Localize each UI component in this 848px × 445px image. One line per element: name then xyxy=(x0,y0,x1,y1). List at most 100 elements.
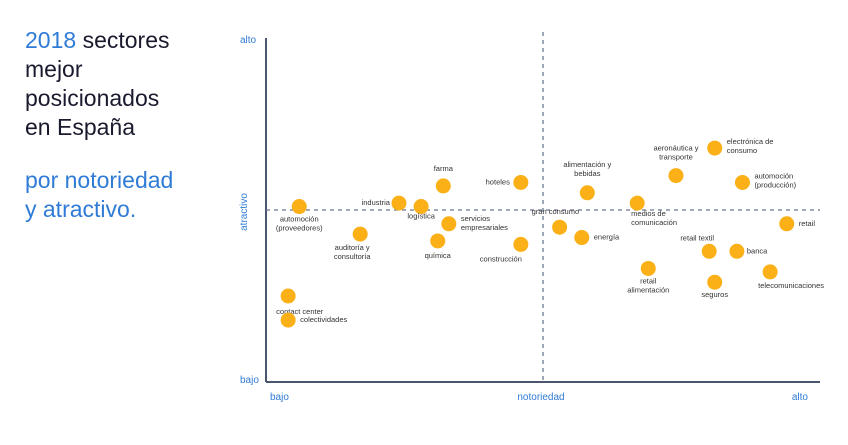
point-label-line: alimentación xyxy=(627,285,669,294)
subtitle-line-2: y atractivo. xyxy=(25,196,137,222)
point-gran-consumo: gran consumo xyxy=(532,207,580,235)
point-auditoria-y-consultoria: auditoría y consultoría xyxy=(334,226,372,261)
title-line-1: 2018 sectores xyxy=(25,26,225,55)
point-label-line: servicios xyxy=(461,214,490,223)
point-label-line: consumo xyxy=(727,146,757,155)
title-line-4: en España xyxy=(25,114,135,140)
point-label-line: transporte xyxy=(659,153,693,162)
point-retail-textil: retail textil xyxy=(680,233,717,259)
point-label: aeronáutica y transporte xyxy=(653,144,698,162)
point-medios-de-comunicacion: medios de comunicación xyxy=(629,195,677,227)
point-marker xyxy=(280,312,296,328)
point-label-line: retail xyxy=(799,219,816,228)
point-electronica-de-consumo: electrónica de consumo xyxy=(707,137,773,156)
point-construccion: construcción xyxy=(480,236,529,263)
point-label-line: alimentación y xyxy=(563,160,611,169)
point-label: industria xyxy=(362,198,391,207)
point-industria: industria xyxy=(362,195,407,211)
point-label-line: colectividades xyxy=(300,315,347,324)
point-marker xyxy=(391,195,407,211)
point-marker xyxy=(280,288,296,304)
point-label-line: industria xyxy=(362,198,391,207)
subtitle-line-1: por notoriedad xyxy=(25,167,174,193)
point-label-line: comunicación xyxy=(631,218,677,227)
point-telecomunicaciones: telecomunicaciones xyxy=(758,264,824,290)
point-marker xyxy=(441,216,457,232)
point-label-line: farma xyxy=(434,164,454,173)
point-marker xyxy=(729,243,745,259)
point-label-line: bebidas xyxy=(574,169,601,178)
point-label: automoción (producción) xyxy=(754,171,796,189)
point-label: energía xyxy=(594,233,620,242)
point-marker xyxy=(779,216,795,232)
x-high-label: alto xyxy=(792,392,809,403)
point-label: servicios empresariales xyxy=(461,214,508,232)
point-label-line: consultoría xyxy=(334,252,372,261)
point-label: telecomunicaciones xyxy=(758,281,824,290)
point-label: alimentación y bebidas xyxy=(563,160,611,178)
point-label: contact center xyxy=(276,307,324,316)
point-label: construcción xyxy=(480,254,522,263)
point-label: colectividades xyxy=(300,315,347,324)
point-marker xyxy=(574,230,590,246)
point-label: automoción (proveedores) xyxy=(276,215,323,233)
subtitle: por notoriedad y atractivo. xyxy=(25,166,225,224)
point-label-line: automoción xyxy=(754,171,793,180)
point-servicios-empresariales: servicios empresariales xyxy=(441,214,508,232)
point-label-line: (producción) xyxy=(754,180,796,189)
point-label: banca xyxy=(747,246,768,255)
point-label: seguros xyxy=(701,290,728,299)
point-colectividades: colectividades xyxy=(280,312,348,328)
point-label-line: auditoría y xyxy=(335,243,370,252)
title-rest: sectores xyxy=(82,27,170,53)
point-marker xyxy=(579,185,595,201)
point-label-line: construcción xyxy=(480,254,522,263)
point-marker xyxy=(352,226,368,242)
point-label: gran consumo xyxy=(532,207,580,216)
point-label-line: contact center xyxy=(276,307,324,316)
point-marker xyxy=(435,178,451,194)
point-automocion-proveedores: automoción (proveedores) xyxy=(276,199,323,233)
point-logistica: logística xyxy=(407,199,436,221)
title-year: 2018 xyxy=(25,27,77,53)
y-axis-title: atractivo xyxy=(239,193,250,231)
point-marker xyxy=(291,199,307,215)
point-label-line: banca xyxy=(747,246,768,255)
point-label-line: seguros xyxy=(701,290,728,299)
point-label-line: química xyxy=(425,251,452,260)
point-marker xyxy=(668,168,684,184)
point-alimentacion-y-bebidas: alimentación y bebidas xyxy=(563,160,612,201)
point-label-line: empresariales xyxy=(461,223,508,232)
point-label: auditoría y consultoría xyxy=(334,243,372,261)
point-label: química xyxy=(425,251,452,260)
point-retail-alimentacion: retail alimentación xyxy=(627,260,669,294)
point-label: logística xyxy=(407,212,435,221)
point-label-line: medios de xyxy=(631,209,666,218)
point-label-line: (proveedores) xyxy=(276,224,323,233)
title-line-2: mejor xyxy=(25,56,83,82)
point-marker xyxy=(629,195,645,211)
point-label-line: hoteles xyxy=(486,177,510,186)
point-label: retail alimentación xyxy=(627,276,669,294)
point-marker xyxy=(707,140,723,156)
point-marker xyxy=(552,219,568,235)
point-label-line: gran consumo xyxy=(532,207,580,216)
x-low-label: bajo xyxy=(270,392,289,403)
data-points: automoción (proveedores)auditoría y consul… xyxy=(276,137,824,328)
point-marker xyxy=(413,199,429,215)
point-label-line: energía xyxy=(594,233,620,242)
point-label: electrónica de consumo xyxy=(727,137,774,155)
point-contact-center: contact center xyxy=(276,288,324,316)
point-marker xyxy=(430,233,446,249)
point-marker xyxy=(640,260,656,276)
point-marker xyxy=(707,274,723,290)
axis-labels: alto bajo atractivo bajo notoriedad alto xyxy=(239,35,808,403)
point-marker xyxy=(734,174,750,190)
point-label-line: retail textil xyxy=(680,233,714,242)
y-high-label: alto xyxy=(240,35,257,46)
point-label: medios de comunicación xyxy=(631,209,677,227)
point-label: retail xyxy=(799,219,816,228)
point-label-line: telecomunicaciones xyxy=(758,281,824,290)
point-marker xyxy=(513,236,529,252)
